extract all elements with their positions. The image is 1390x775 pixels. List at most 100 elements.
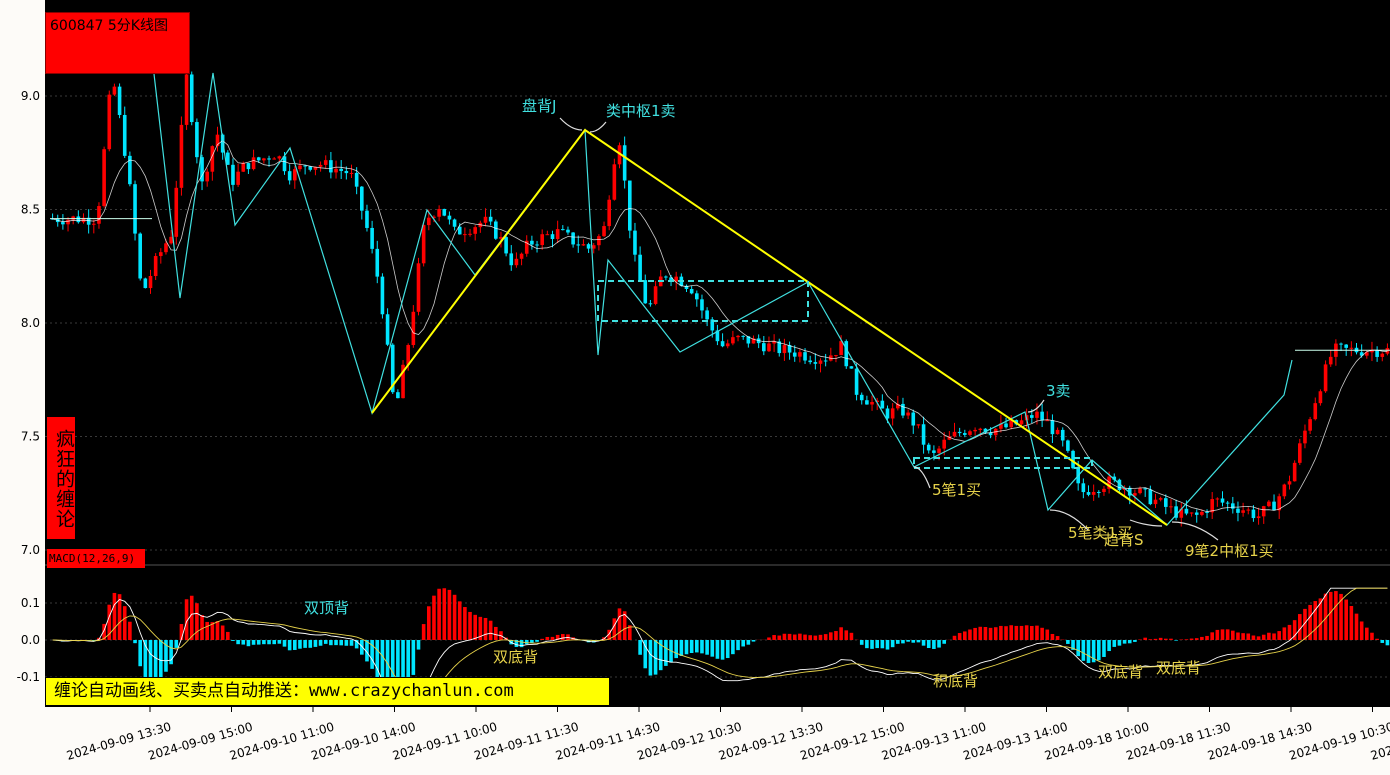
candle-body <box>1174 506 1178 518</box>
candle-body <box>241 163 246 172</box>
signal-annotation: 5笔1买 <box>932 481 981 499</box>
candle-body <box>251 157 256 170</box>
candle-body <box>323 160 328 165</box>
candle-body <box>184 74 189 125</box>
candle-body <box>1256 516 1261 519</box>
candle-body <box>293 169 297 181</box>
candle-body <box>1349 347 1354 349</box>
candle-body <box>622 145 627 181</box>
candle-body <box>519 253 524 259</box>
macd-annotation: 积底背 <box>933 672 978 690</box>
y-tick-label: 8.0 <box>21 316 40 330</box>
candle-body <box>1086 492 1091 495</box>
candle-body <box>1066 440 1070 451</box>
candle-body <box>483 216 488 223</box>
candle-body <box>1236 508 1240 513</box>
candle-body <box>638 254 642 281</box>
candle-body <box>174 187 179 237</box>
candle-body <box>952 431 957 437</box>
candle-body <box>86 217 91 225</box>
candle-body <box>751 338 756 344</box>
candle-body <box>499 237 503 239</box>
candle-body <box>633 230 637 255</box>
candle-body <box>287 171 292 181</box>
candle-body <box>1272 501 1276 511</box>
candle-body <box>128 155 132 185</box>
candle-body <box>689 288 694 294</box>
annotation-arrow <box>1129 519 1163 527</box>
candle-body <box>375 248 380 277</box>
candle-body <box>591 245 596 249</box>
candle-body <box>524 240 529 254</box>
y-tick-label: 7.5 <box>21 430 40 444</box>
candle-body <box>1102 488 1106 492</box>
candle-body <box>586 244 591 249</box>
candle-body <box>401 364 405 399</box>
candle-body <box>365 210 369 228</box>
annotation-arrow <box>559 117 583 131</box>
macd-label: MACD(12,26,9) <box>47 549 145 568</box>
annotation-arrow <box>1171 521 1219 541</box>
candle-body <box>272 158 276 160</box>
candle-body <box>164 243 168 253</box>
candle-body <box>808 360 812 363</box>
candle-body <box>530 240 534 245</box>
candle-body <box>535 244 539 246</box>
candle-body <box>581 244 586 246</box>
candle-body <box>720 341 725 347</box>
candle-body <box>963 433 967 435</box>
candle-body <box>957 431 962 434</box>
candle-body <box>1210 499 1214 513</box>
candle-body <box>488 216 493 222</box>
candle-body <box>1097 491 1101 493</box>
candle-body <box>1071 450 1075 469</box>
candles <box>50 68 1390 527</box>
macd-annotation: 双底背 <box>1156 659 1201 677</box>
candle-body <box>1117 479 1122 490</box>
candle-body <box>169 236 173 244</box>
candle-body <box>1231 503 1235 509</box>
candle-body <box>463 234 467 236</box>
candle-body <box>1323 364 1328 392</box>
candle-body <box>1004 423 1008 428</box>
candle-body <box>834 355 838 357</box>
candle-body <box>988 432 993 436</box>
candle-body <box>1112 476 1117 480</box>
macd-y-tick-label: -0.1 <box>17 670 40 684</box>
candle-body <box>1344 344 1348 348</box>
signal-annotation: 9笔2中枢1买 <box>1185 542 1274 560</box>
annotation-arrow <box>1027 399 1045 413</box>
candle-body <box>1019 420 1024 425</box>
candle-body <box>313 166 318 170</box>
candle-body <box>566 229 570 233</box>
candle-body <box>102 149 106 207</box>
candle-body <box>731 337 735 344</box>
candle-body <box>947 436 952 440</box>
candle-body <box>427 217 431 226</box>
candle-body <box>1164 498 1168 507</box>
candle-body <box>205 171 209 182</box>
candle-body <box>117 86 122 115</box>
candle-body <box>1277 496 1281 511</box>
candle-body <box>66 219 70 225</box>
candle-body <box>684 285 689 289</box>
candle-body <box>298 165 302 170</box>
candle-body <box>1143 488 1147 490</box>
candle-body <box>1189 512 1194 514</box>
candle-body <box>189 74 194 123</box>
candle-body <box>1287 481 1292 485</box>
candle-body <box>437 208 441 217</box>
candle-body <box>617 145 622 165</box>
y-tick-label: 7.0 <box>21 543 40 557</box>
side-brand-label: 疯狂的缠论 <box>47 417 75 539</box>
candle-body <box>880 400 885 409</box>
candle-body <box>1107 476 1111 489</box>
candle-body <box>411 311 416 346</box>
candle-body <box>906 412 910 416</box>
candle-body <box>911 412 916 426</box>
candle-body <box>406 345 410 365</box>
candle-body <box>1370 350 1374 353</box>
candle-body <box>875 400 879 403</box>
candle-body <box>792 352 797 357</box>
candle-body <box>1040 411 1044 421</box>
